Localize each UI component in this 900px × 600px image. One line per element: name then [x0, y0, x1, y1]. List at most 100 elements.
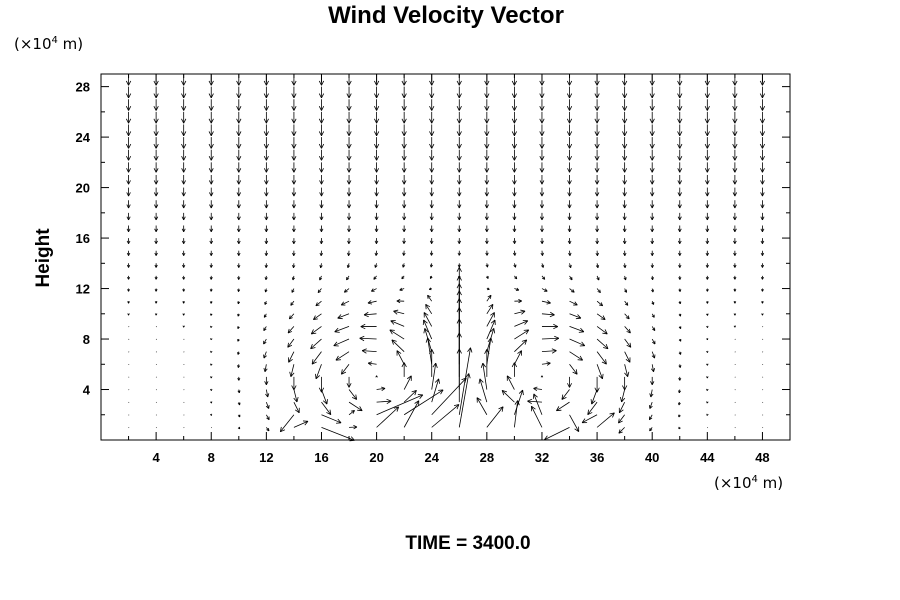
wind-vector [650, 364, 656, 372]
wind-vector [458, 373, 471, 428]
wind-vector [153, 74, 159, 86]
wind-vector [153, 99, 159, 111]
wind-vector [209, 313, 213, 316]
wind-vector [319, 263, 323, 269]
wind-vector [705, 288, 709, 292]
x-tick-label: 44 [700, 450, 715, 465]
wind-vector [154, 250, 158, 256]
wind-vector [429, 187, 434, 197]
wind-vector [401, 124, 407, 137]
axis-ticks [101, 74, 790, 440]
wind-vector [264, 187, 269, 197]
wind-vector [236, 86, 242, 99]
wind-vector [401, 149, 407, 161]
wind-vector [581, 414, 598, 424]
wind-vector [293, 401, 300, 414]
x-tick-label: 48 [755, 450, 769, 465]
wind-vector [707, 427, 709, 429]
wind-vector [128, 376, 130, 378]
wind-vector [396, 299, 405, 304]
wind-vector [759, 99, 766, 111]
wind-vector [237, 402, 241, 406]
wind-vector [429, 149, 435, 161]
wind-vector [486, 275, 489, 279]
wind-vector [733, 301, 737, 304]
wind-vector [181, 200, 186, 209]
wind-vector [346, 263, 351, 269]
wind-vector [705, 225, 710, 233]
wind-vector [649, 162, 655, 173]
wind-vector [183, 414, 185, 416]
wind-vector [236, 187, 241, 197]
wind-vector [649, 414, 653, 421]
wind-vector [288, 313, 295, 320]
wind-vector [678, 389, 682, 394]
wind-vector [310, 326, 322, 335]
wind-vector [678, 301, 682, 305]
wind-vector [761, 288, 764, 292]
wind-vector [289, 364, 295, 377]
wind-vector [236, 212, 241, 221]
wind-vector [677, 174, 683, 185]
wind-vector [706, 350, 709, 353]
wind-vector [374, 200, 379, 209]
wind-vector [760, 187, 765, 197]
wind-vector [263, 86, 269, 99]
wind-vector [399, 287, 405, 291]
wind-vector [514, 400, 520, 428]
wind-vector [236, 137, 242, 149]
wind-vector [263, 313, 267, 318]
wind-vector [457, 250, 461, 256]
wind-vector [337, 313, 350, 320]
wind-vector [210, 325, 213, 328]
wind-vector [569, 300, 578, 306]
wind-vector [347, 225, 351, 233]
wind-vector [514, 389, 524, 415]
wind-vector [594, 99, 600, 111]
wind-vector [596, 288, 601, 294]
wind-vector [651, 288, 655, 293]
wind-vector [209, 212, 214, 221]
wind-vector [596, 300, 604, 307]
wind-vector [346, 99, 352, 111]
wind-vector [506, 375, 515, 390]
wind-vector [569, 288, 575, 293]
wind-vector [236, 111, 242, 124]
wind-vector [346, 275, 350, 281]
wind-vector [209, 225, 214, 233]
wind-vector [236, 225, 241, 233]
wind-vector [556, 401, 570, 412]
wind-vector [706, 401, 709, 404]
wind-vector [594, 187, 600, 197]
wind-vector [566, 137, 573, 149]
wind-vector [374, 124, 380, 137]
wind-vector [512, 187, 517, 197]
wind-vector [677, 162, 683, 173]
wind-vector [705, 250, 710, 256]
wind-vector [313, 313, 322, 320]
wind-vector [376, 406, 400, 428]
wind-vector [734, 351, 736, 353]
wind-vector [759, 137, 766, 149]
wind-vector [456, 137, 462, 149]
wind-vector [732, 212, 737, 221]
wind-vector [127, 301, 130, 304]
wind-vector [539, 124, 545, 137]
wind-vector [263, 124, 269, 137]
wind-vector [374, 162, 379, 173]
wind-vector [622, 225, 627, 233]
y-tick-label: 4 [83, 383, 91, 398]
wind-vector [126, 212, 131, 221]
wind-vector [456, 74, 462, 86]
wind-vector [210, 427, 213, 429]
wind-vector [678, 376, 682, 381]
wind-vector [429, 111, 435, 124]
wind-vector [181, 86, 187, 99]
wind-vector [347, 250, 351, 256]
wind-vector [624, 364, 630, 377]
wind-vector [539, 212, 544, 221]
wind-vector [651, 338, 656, 345]
wind-vector [318, 124, 325, 137]
wind-vector [649, 401, 653, 409]
wind-vector [456, 99, 462, 111]
